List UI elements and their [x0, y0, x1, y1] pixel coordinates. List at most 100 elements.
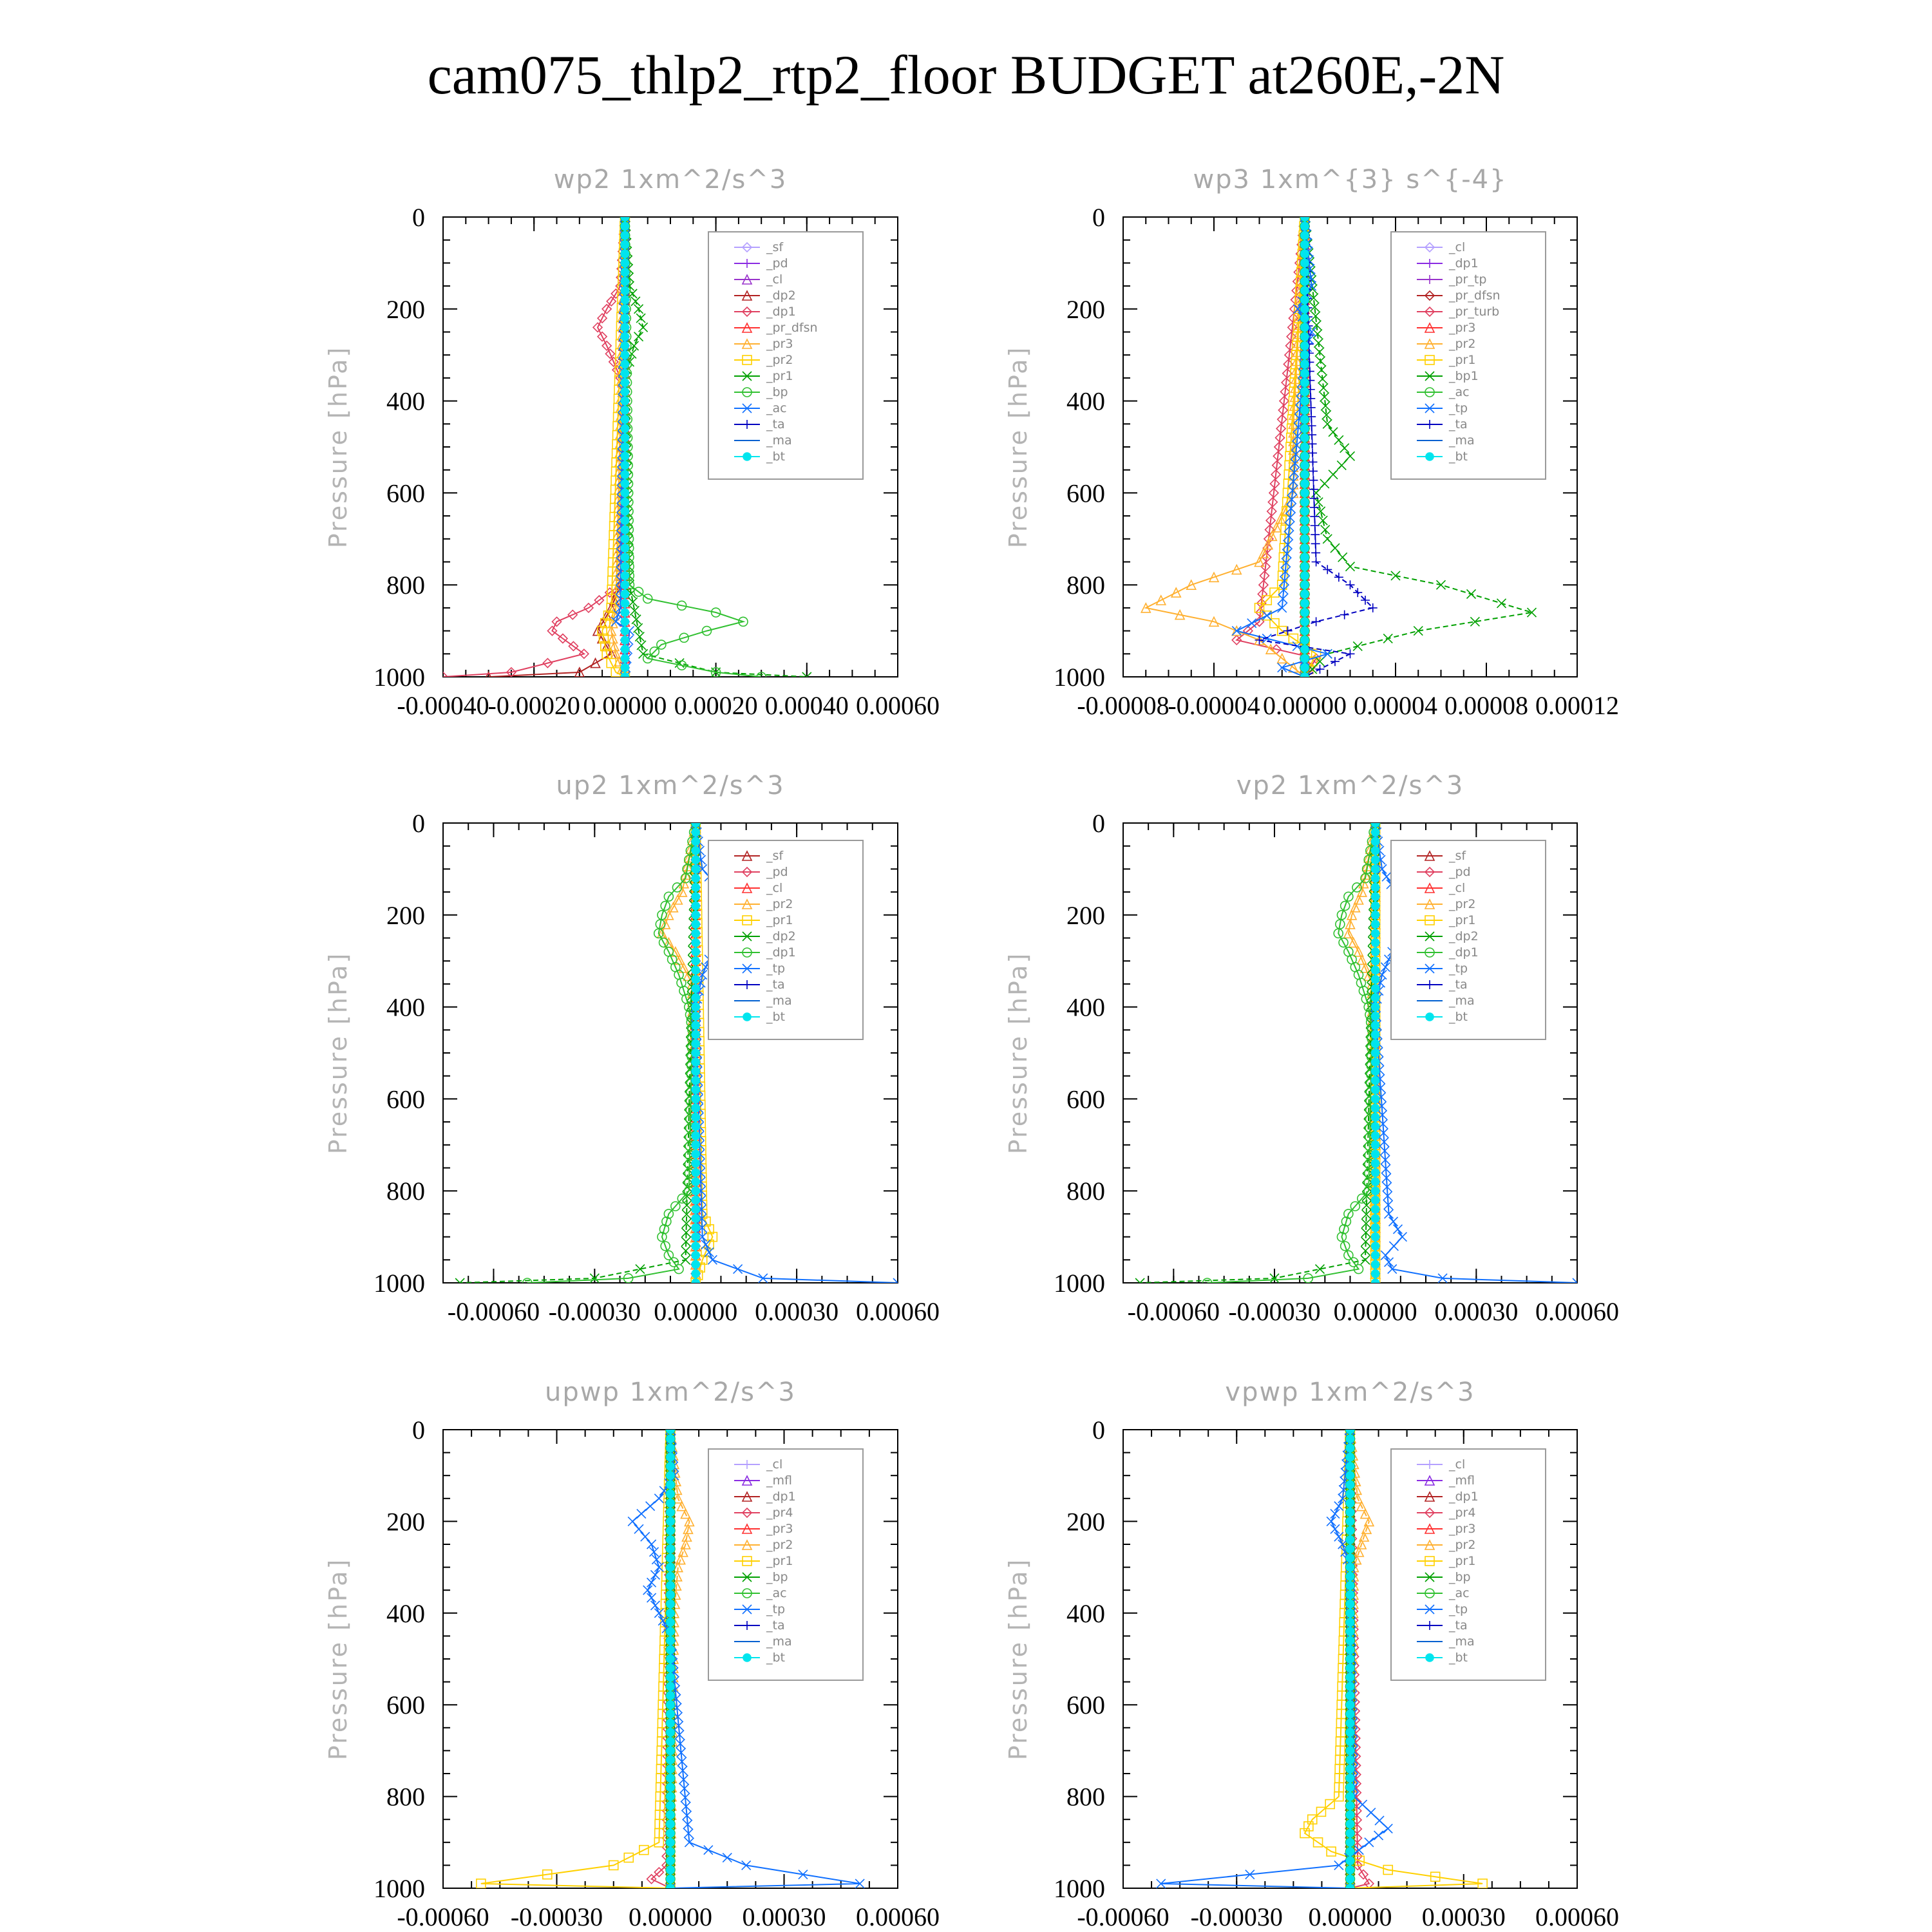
series-marker — [620, 341, 630, 350]
series-marker — [1370, 1177, 1380, 1186]
series-marker — [1186, 579, 1197, 590]
series-marker — [691, 1113, 701, 1122]
series-marker — [1350, 1201, 1361, 1211]
series-marker — [666, 1544, 675, 1553]
series-marker — [1155, 594, 1167, 605]
series-marker — [666, 1599, 675, 1609]
series-marker — [666, 1765, 675, 1774]
series-marker — [620, 378, 630, 387]
y-tick-label: 0 — [1092, 203, 1105, 232]
series-marker — [654, 1608, 664, 1618]
series-marker — [658, 937, 669, 948]
series-marker — [1370, 920, 1380, 929]
series-marker — [1352, 641, 1363, 651]
series-marker — [672, 894, 683, 905]
series-marker — [1390, 571, 1401, 581]
series-marker — [666, 1609, 675, 1618]
series-marker — [1312, 329, 1323, 339]
series-marker — [1276, 414, 1287, 425]
series-marker — [1345, 1562, 1355, 1572]
series-marker — [1279, 576, 1290, 586]
series-marker — [1343, 891, 1354, 902]
series-marker — [1345, 1691, 1355, 1700]
series-marker — [607, 632, 618, 644]
series-marker — [1352, 882, 1362, 893]
series-marker — [1370, 1232, 1380, 1242]
series-marker — [620, 598, 630, 608]
series-marker — [1345, 1462, 1355, 1471]
series-line — [527, 823, 697, 1283]
series-marker — [1307, 412, 1316, 422]
series-marker — [1300, 304, 1309, 314]
series-marker — [707, 1231, 718, 1242]
legend-label: _pr2 — [766, 1538, 793, 1552]
series-marker — [681, 1236, 691, 1247]
legend-label: _dp2 — [766, 289, 796, 303]
series-marker — [1247, 618, 1257, 629]
series-marker — [542, 658, 553, 668]
series-marker — [1311, 557, 1321, 567]
legend-label: _sf — [766, 240, 784, 254]
legend-label: _ma — [766, 994, 792, 1008]
series-marker — [1370, 892, 1380, 902]
series-marker — [680, 873, 691, 884]
series-marker — [1300, 663, 1309, 672]
series-marker — [1208, 616, 1220, 627]
series-group — [443, 217, 812, 677]
series-marker — [620, 626, 630, 636]
legend-label: _ta — [766, 978, 785, 992]
series-marker — [1370, 1002, 1380, 1012]
series-marker — [691, 901, 701, 911]
series-marker — [691, 947, 701, 956]
series-marker — [666, 1755, 675, 1765]
series-marker — [1140, 602, 1151, 613]
series-marker — [1300, 1828, 1310, 1839]
y-axis-label: Pressure [hPa] — [1004, 952, 1032, 1155]
legend-swatch-marker — [742, 1604, 752, 1615]
series-marker — [1526, 607, 1537, 618]
series-marker — [620, 406, 630, 415]
series-marker — [1300, 433, 1309, 442]
legend-label: _pr3 — [766, 1522, 793, 1536]
series-marker — [681, 1218, 692, 1229]
series-marker — [645, 1501, 656, 1511]
legend-box — [708, 840, 864, 1040]
series-marker — [1318, 515, 1328, 526]
legend-swatch-marker — [742, 1556, 752, 1566]
series-marker — [1309, 302, 1320, 312]
series-marker — [1345, 1801, 1355, 1810]
chart-panel-3: up2 1xm^2/s^3 Pressure [hPa] 0 200 400 600 800… — [324, 771, 940, 1326]
legend-label: _sf — [1448, 849, 1466, 863]
series-marker — [1283, 350, 1295, 361]
series-marker — [681, 1245, 691, 1256]
legend-label: _ta — [1448, 978, 1468, 992]
series-marker — [1275, 513, 1286, 524]
series-marker — [691, 855, 701, 864]
series-marker — [679, 1783, 690, 1794]
legend-label: _ta — [1448, 1618, 1468, 1633]
x-tick-label: 0.00000 — [629, 1902, 712, 1931]
legend-swatch-marker — [743, 1621, 752, 1630]
legend-label: _dp1 — [1448, 1490, 1479, 1504]
series-marker — [1325, 1799, 1335, 1810]
legend-swatch-marker — [741, 866, 753, 878]
series-marker — [1477, 1879, 1488, 1888]
series-marker — [620, 258, 630, 268]
series-marker — [1300, 424, 1309, 433]
series-marker — [1370, 1076, 1380, 1085]
series-marker — [1343, 1250, 1354, 1260]
series-marker — [620, 544, 630, 553]
legend-label: _ac — [1448, 1586, 1470, 1600]
legend-swatch-marker — [742, 931, 752, 942]
y-tick-label: 200 — [386, 901, 425, 930]
y-tick-label: 400 — [1066, 387, 1105, 416]
series-marker — [666, 1553, 675, 1563]
legend-swatch-marker — [743, 452, 752, 461]
series-marker — [677, 1756, 687, 1766]
series-marker — [1340, 1241, 1350, 1251]
legend-label: _bt — [766, 1651, 785, 1665]
series-marker — [1334, 1531, 1344, 1542]
series-marker — [1379, 1137, 1389, 1147]
y-axis-label: Pressure [hPa] — [324, 952, 352, 1155]
